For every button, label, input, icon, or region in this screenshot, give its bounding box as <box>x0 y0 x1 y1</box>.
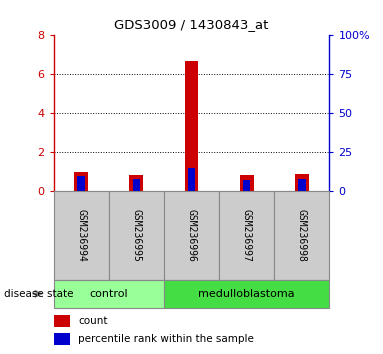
Bar <box>129 175 143 191</box>
Text: control: control <box>90 289 128 299</box>
Bar <box>164 280 329 308</box>
Bar <box>295 174 309 191</box>
Text: GSM236995: GSM236995 <box>131 209 141 262</box>
Bar <box>243 180 250 191</box>
Bar <box>219 191 274 280</box>
Bar <box>188 168 195 191</box>
Text: disease state: disease state <box>4 289 73 299</box>
Text: GSM236998: GSM236998 <box>297 209 307 262</box>
Text: percentile rank within the sample: percentile rank within the sample <box>79 334 254 344</box>
Bar <box>54 333 70 345</box>
Bar <box>133 179 140 191</box>
Bar <box>274 191 329 280</box>
Bar <box>54 315 70 327</box>
Bar <box>240 175 254 191</box>
Text: GSM236997: GSM236997 <box>242 209 252 262</box>
Title: GDS3009 / 1430843_at: GDS3009 / 1430843_at <box>114 18 269 32</box>
Text: GSM236996: GSM236996 <box>187 209 196 262</box>
Text: medulloblastoma: medulloblastoma <box>198 289 295 299</box>
Bar <box>298 179 306 191</box>
Text: GSM236994: GSM236994 <box>76 209 86 262</box>
Text: count: count <box>79 316 108 326</box>
Bar <box>164 191 219 280</box>
Bar <box>77 176 85 191</box>
Bar <box>54 191 109 280</box>
Bar <box>74 172 88 191</box>
Bar <box>185 61 198 191</box>
Bar <box>54 280 164 308</box>
Bar <box>109 191 164 280</box>
